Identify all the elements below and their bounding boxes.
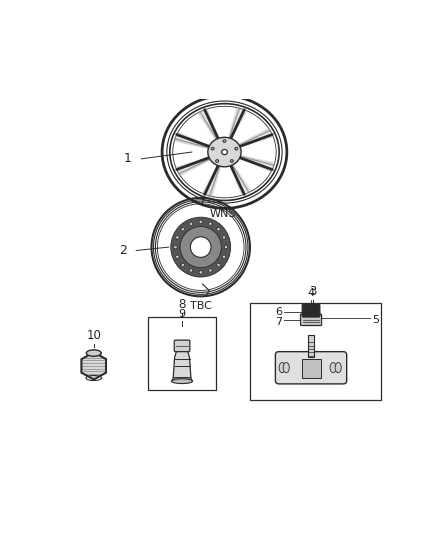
Polygon shape xyxy=(173,351,191,378)
Text: 2: 2 xyxy=(119,244,127,257)
Ellipse shape xyxy=(223,140,226,142)
Text: 4: 4 xyxy=(307,288,314,298)
Ellipse shape xyxy=(224,245,228,249)
FancyBboxPatch shape xyxy=(302,304,320,317)
Text: 5: 5 xyxy=(372,315,379,325)
Ellipse shape xyxy=(189,222,193,225)
Polygon shape xyxy=(230,166,251,195)
Ellipse shape xyxy=(171,217,231,277)
FancyBboxPatch shape xyxy=(174,340,190,352)
Ellipse shape xyxy=(174,245,177,249)
FancyBboxPatch shape xyxy=(276,352,346,384)
Ellipse shape xyxy=(230,160,233,163)
Ellipse shape xyxy=(199,220,202,223)
Polygon shape xyxy=(202,166,220,197)
Ellipse shape xyxy=(180,227,221,268)
Ellipse shape xyxy=(283,362,290,373)
Text: 3: 3 xyxy=(309,285,316,298)
Ellipse shape xyxy=(176,236,179,239)
Polygon shape xyxy=(176,157,209,176)
Text: 1: 1 xyxy=(124,152,132,165)
Ellipse shape xyxy=(223,236,226,239)
Ellipse shape xyxy=(181,228,184,231)
Text: 7: 7 xyxy=(275,317,282,327)
Text: 8: 8 xyxy=(178,297,186,311)
Ellipse shape xyxy=(181,263,184,266)
Bar xyxy=(307,335,314,358)
Ellipse shape xyxy=(208,138,241,167)
Ellipse shape xyxy=(176,255,179,259)
Ellipse shape xyxy=(279,362,285,373)
Ellipse shape xyxy=(191,237,211,257)
Ellipse shape xyxy=(217,228,220,231)
Ellipse shape xyxy=(182,229,219,266)
Ellipse shape xyxy=(330,362,336,373)
Ellipse shape xyxy=(335,362,341,373)
Text: TBC: TBC xyxy=(190,302,212,311)
Ellipse shape xyxy=(222,149,227,155)
Polygon shape xyxy=(198,109,219,139)
Polygon shape xyxy=(240,128,273,147)
Ellipse shape xyxy=(235,147,238,150)
Ellipse shape xyxy=(223,255,226,259)
Polygon shape xyxy=(81,352,106,379)
Ellipse shape xyxy=(211,147,214,150)
Ellipse shape xyxy=(86,350,101,356)
Text: 9: 9 xyxy=(178,309,186,319)
Ellipse shape xyxy=(208,222,212,225)
Polygon shape xyxy=(174,132,208,148)
FancyBboxPatch shape xyxy=(300,314,321,326)
Ellipse shape xyxy=(199,271,202,274)
Bar xyxy=(148,317,216,390)
Polygon shape xyxy=(229,108,247,138)
Text: 10: 10 xyxy=(86,329,101,342)
Polygon shape xyxy=(172,378,192,381)
Bar xyxy=(301,359,321,378)
Ellipse shape xyxy=(172,379,193,384)
Text: WNS: WNS xyxy=(209,209,236,220)
Ellipse shape xyxy=(217,263,220,266)
Ellipse shape xyxy=(189,269,193,272)
Polygon shape xyxy=(240,156,275,172)
Ellipse shape xyxy=(208,269,212,272)
Bar xyxy=(250,303,381,400)
Ellipse shape xyxy=(215,160,219,163)
Text: 6: 6 xyxy=(275,306,282,317)
